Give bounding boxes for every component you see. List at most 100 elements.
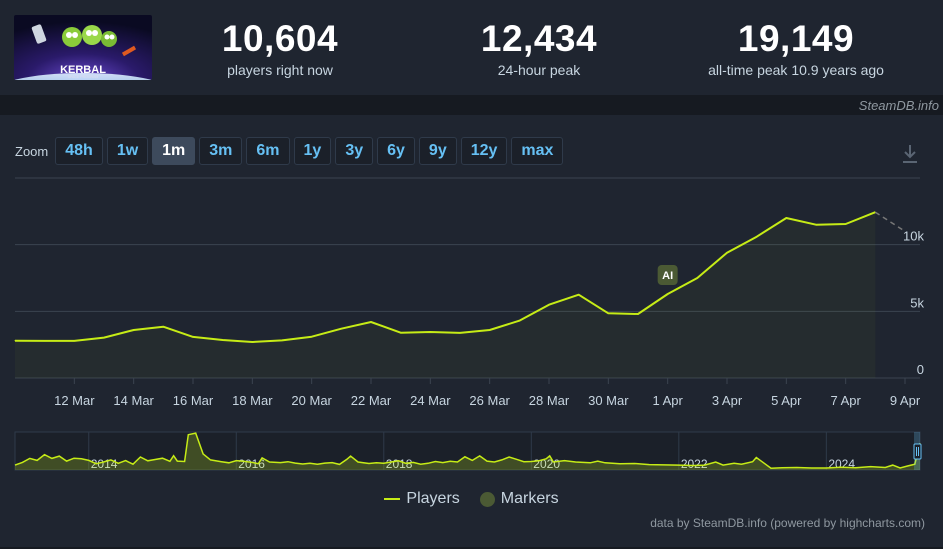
players-point xyxy=(162,326,164,328)
zoom-button-1m[interactable]: 1m xyxy=(152,137,196,165)
x-tick-label: 26 Mar xyxy=(469,393,510,408)
x-tick-label: 9 Apr xyxy=(890,393,921,408)
players-point xyxy=(548,304,550,306)
zoom-button-6y[interactable]: 6y xyxy=(377,137,415,165)
players-point xyxy=(103,337,105,339)
marker-label: AI xyxy=(662,270,673,282)
players-point xyxy=(459,332,461,334)
zoom-button-6m[interactable]: 6m xyxy=(246,137,290,165)
players-point xyxy=(73,340,75,342)
y-tick-label: 10k xyxy=(903,229,924,244)
x-tick-label: 18 Mar xyxy=(232,393,273,408)
steamdb-credit[interactable]: SteamDB.info xyxy=(858,98,939,113)
players-point xyxy=(251,341,253,343)
players-point xyxy=(518,320,520,322)
x-tick-label: 7 Apr xyxy=(830,393,861,408)
players-line xyxy=(14,211,876,343)
stats-header: KERBAL SPACE PROGRAM 10,604 players righ… xyxy=(0,0,943,95)
current-players-label: players right now xyxy=(227,62,333,78)
players-series xyxy=(14,211,906,343)
x-tick-label: 5 Apr xyxy=(771,393,802,408)
players-point xyxy=(222,339,224,341)
navigator-year-label: 2016 xyxy=(238,457,265,471)
players-point xyxy=(489,329,491,331)
x-tick-label: 14 Mar xyxy=(113,393,154,408)
players-point xyxy=(667,293,669,295)
players-point xyxy=(311,336,313,338)
zoom-controls: Zoom 48h 1w 1m 3m 6m 1y 3y 6y 9y 12y max xyxy=(15,137,567,165)
legend-line-symbol xyxy=(384,498,401,500)
marker-badge xyxy=(657,265,678,285)
players-point xyxy=(370,321,372,323)
x-tick-label: 30 Mar xyxy=(588,393,629,408)
chart-area-fill xyxy=(15,212,876,378)
players-point xyxy=(726,252,728,254)
game-thumbnail[interactable]: KERBAL SPACE PROGRAM xyxy=(14,15,152,80)
stat-all-time-peak: 19,149 all-time peak 10.9 years ago xyxy=(666,18,926,79)
x-tick-label: 28 Mar xyxy=(529,393,570,408)
players-point xyxy=(14,340,16,342)
x-tick-label: 20 Mar xyxy=(291,393,332,408)
chart-legend: Players Markers xyxy=(0,490,943,508)
chart-markers: AI xyxy=(657,265,678,285)
zoom-button-9y[interactable]: 9y xyxy=(418,137,457,165)
range-navigator: 201420162018202020222024 xyxy=(14,431,922,471)
legend-item-markers[interactable]: Markers xyxy=(479,490,559,508)
stat-24h-peak: 12,434 24-hour peak xyxy=(409,18,669,79)
peak-24h-label: 24-hour peak xyxy=(497,62,581,78)
projection-line xyxy=(874,211,906,232)
peak-24h-value: 12,434 xyxy=(480,18,598,59)
players-point xyxy=(133,329,135,331)
navigator-year-label: 2022 xyxy=(681,457,708,471)
players-area xyxy=(15,212,876,378)
navigator-line xyxy=(14,432,921,469)
legend-label-markers: Markers xyxy=(500,490,559,507)
highcharts-credit[interactable]: data by SteamDB.info (powered by highcha… xyxy=(650,516,925,530)
zoom-button-12y[interactable]: 12y xyxy=(460,137,508,165)
stat-current-players: 10,604 players right now xyxy=(150,18,410,79)
x-axis-labels: 12 Mar 14 Mar 16 Mar 18 Mar 20 Mar 22 Mar 24 M… xyxy=(54,378,921,408)
players-point xyxy=(815,224,817,226)
download-icon[interactable] xyxy=(900,143,920,165)
x-tick-label: 16 Mar xyxy=(173,393,214,408)
navigator-handle[interactable] xyxy=(913,443,922,460)
zoom-button-1w[interactable]: 1w xyxy=(106,137,149,165)
legend-dot-symbol xyxy=(479,491,495,507)
zoom-button-3y[interactable]: 3y xyxy=(335,137,374,165)
x-tick-label: 3 Apr xyxy=(712,393,743,408)
navigator-area xyxy=(15,433,920,470)
players-point xyxy=(44,340,46,342)
players-point xyxy=(696,277,698,279)
y-axis-labels: 0 5k 10k xyxy=(903,229,924,377)
zoom-label: Zoom xyxy=(15,143,49,159)
players-point xyxy=(281,339,283,341)
navigator-year-label: 2018 xyxy=(386,457,413,471)
players-point xyxy=(785,217,787,219)
all-time-peak-label: all-time peak 10.9 years ago xyxy=(708,62,884,78)
players-point xyxy=(607,312,609,314)
x-tick-label: 12 Mar xyxy=(54,393,95,408)
x-tick-label: 1 Apr xyxy=(652,393,683,408)
players-point xyxy=(756,236,758,238)
zoom-button-group: 48h 1w 1m 3m 6m 1y 3y 6y 9y 12y max xyxy=(55,137,567,165)
players-point xyxy=(637,313,639,315)
players-point xyxy=(578,294,580,296)
players-point xyxy=(340,328,342,330)
zoom-button-48h[interactable]: 48h xyxy=(55,137,103,165)
x-tick-label: 24 Mar xyxy=(410,393,451,408)
zoom-button-3m[interactable]: 3m xyxy=(199,137,243,165)
legend-item-players[interactable]: Players xyxy=(384,490,460,508)
zoom-button-1y[interactable]: 1y xyxy=(293,137,332,165)
y-tick-label: 5k xyxy=(910,295,924,310)
players-point xyxy=(192,336,194,338)
legend-label-players: Players xyxy=(406,490,460,507)
players-point xyxy=(429,331,431,333)
players-point xyxy=(845,223,847,225)
all-time-peak-value: 19,149 xyxy=(737,18,855,59)
players-point xyxy=(400,332,402,334)
current-players-value: 10,604 xyxy=(221,18,339,59)
x-tick-label: 22 Mar xyxy=(351,393,392,408)
zoom-button-max[interactable]: max xyxy=(511,137,564,165)
navigator-background xyxy=(14,431,921,471)
